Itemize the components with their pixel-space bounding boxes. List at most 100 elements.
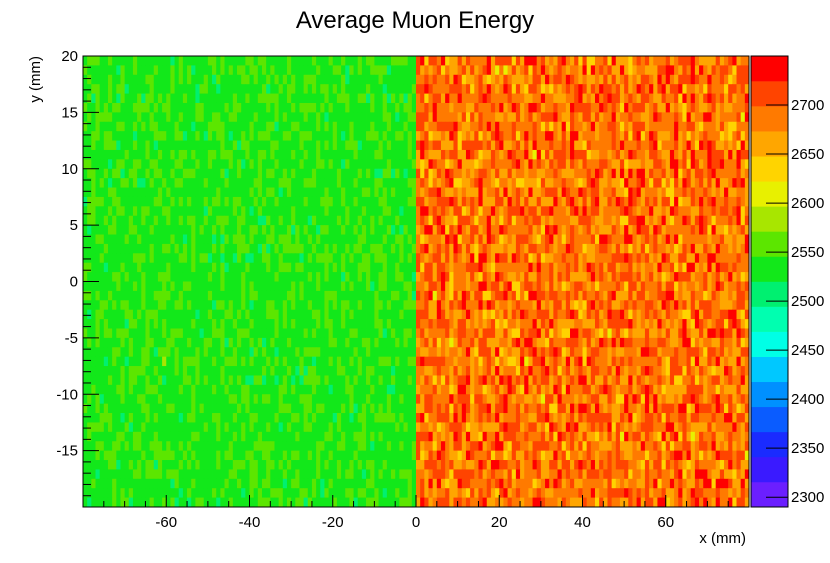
heatmap-cell xyxy=(495,84,500,94)
heatmap-cell xyxy=(557,281,563,292)
heatmap-cell xyxy=(628,196,633,207)
heatmap-cell xyxy=(607,93,613,104)
heatmap-cell xyxy=(282,84,288,94)
heatmap-cell xyxy=(191,102,196,113)
heatmap-cell xyxy=(557,328,563,339)
heatmap-cell xyxy=(195,309,200,320)
heatmap-cell xyxy=(536,102,542,113)
heatmap-cell xyxy=(445,102,450,113)
heatmap-cell xyxy=(261,102,267,113)
heatmap-cell xyxy=(99,93,105,104)
heatmap-cell xyxy=(216,347,221,358)
heatmap-cell xyxy=(112,234,117,245)
heatmap-cell xyxy=(403,149,409,160)
heatmap-cell xyxy=(411,56,417,66)
heatmap-cell xyxy=(278,328,284,339)
heatmap-cell xyxy=(490,253,496,264)
heatmap-cell xyxy=(178,253,184,264)
heatmap-cell xyxy=(482,65,488,76)
heatmap-cell xyxy=(520,225,525,235)
heatmap-cell xyxy=(153,234,159,245)
heatmap-cell xyxy=(644,84,650,94)
heatmap-cell xyxy=(316,290,321,301)
heatmap-cell xyxy=(370,262,375,273)
heatmap-cell xyxy=(361,149,367,160)
heatmap-cell xyxy=(137,225,142,235)
heatmap-cell xyxy=(570,121,575,132)
heatmap-cell xyxy=(719,337,725,348)
heatmap-cell xyxy=(212,93,217,104)
heatmap-cell xyxy=(603,328,608,339)
heatmap-cell xyxy=(99,309,105,320)
heatmap-cell xyxy=(174,281,180,292)
heatmap-cell xyxy=(657,337,662,348)
heatmap-cell xyxy=(653,309,658,320)
heatmap-cell xyxy=(445,281,450,292)
heatmap-cell xyxy=(357,65,363,76)
heatmap-cell xyxy=(557,243,563,254)
heatmap-cell xyxy=(678,196,683,207)
heatmap-cell xyxy=(257,84,263,94)
heatmap-cell xyxy=(640,206,646,217)
heatmap-cell xyxy=(328,149,334,160)
heatmap-cell xyxy=(95,253,101,264)
heatmap-cell xyxy=(241,234,246,245)
heatmap-cell xyxy=(490,140,496,151)
heatmap-cell xyxy=(341,262,346,273)
heatmap-cell xyxy=(686,234,692,245)
heatmap-cell xyxy=(320,309,325,320)
heatmap-cell xyxy=(128,112,134,123)
heatmap-cell xyxy=(266,168,271,179)
heatmap-cell xyxy=(632,337,638,348)
heatmap-cell xyxy=(478,253,483,264)
heatmap-cell xyxy=(336,225,342,235)
heatmap-cell xyxy=(212,187,217,198)
heatmap-cell xyxy=(524,112,529,123)
heatmap-cell xyxy=(424,253,429,264)
heatmap-cell xyxy=(257,131,263,141)
heatmap-cell xyxy=(728,290,733,301)
heatmap-cell xyxy=(503,56,508,66)
heatmap-cell xyxy=(103,93,109,104)
heatmap-cell xyxy=(411,102,417,113)
heatmap-cell xyxy=(644,243,650,254)
heatmap-cell xyxy=(736,234,742,245)
heatmap-cell xyxy=(744,56,750,66)
heatmap-cell xyxy=(465,300,471,311)
heatmap-cell xyxy=(490,131,496,141)
heatmap-cell xyxy=(590,168,596,179)
heatmap-cell xyxy=(270,262,275,273)
heatmap-cell xyxy=(137,131,142,141)
heatmap-cell xyxy=(153,102,159,113)
heatmap-cell xyxy=(470,328,475,339)
heatmap-cell xyxy=(366,168,371,179)
heatmap-cell xyxy=(232,168,238,179)
heatmap-cell xyxy=(207,234,213,245)
heatmap-cell xyxy=(669,225,675,235)
heatmap-cell xyxy=(145,102,150,113)
heatmap-cell xyxy=(112,196,117,207)
heatmap-cell xyxy=(553,102,558,113)
heatmap-cell xyxy=(349,93,354,104)
heatmap-cell xyxy=(436,149,442,160)
heatmap-cell xyxy=(644,319,650,329)
heatmap-cell xyxy=(203,262,209,273)
heatmap-cell xyxy=(324,168,329,179)
heatmap-cell xyxy=(320,178,325,188)
heatmap-cell xyxy=(644,215,650,226)
heatmap-cell xyxy=(266,187,271,198)
heatmap-cell xyxy=(149,65,155,76)
heatmap-cell xyxy=(207,112,213,123)
heatmap-cell xyxy=(507,328,513,339)
heatmap-cell xyxy=(499,309,504,320)
heatmap-cell xyxy=(374,140,379,151)
heatmap-cell xyxy=(669,121,675,132)
heatmap-cell xyxy=(574,140,579,151)
heatmap-cell xyxy=(499,262,504,273)
heatmap-cell xyxy=(461,102,467,113)
heatmap-cell xyxy=(653,121,658,132)
heatmap-cell xyxy=(449,234,454,245)
heatmap-cell xyxy=(107,253,113,264)
heatmap-cell xyxy=(582,328,588,339)
heatmap-cell xyxy=(391,328,396,339)
